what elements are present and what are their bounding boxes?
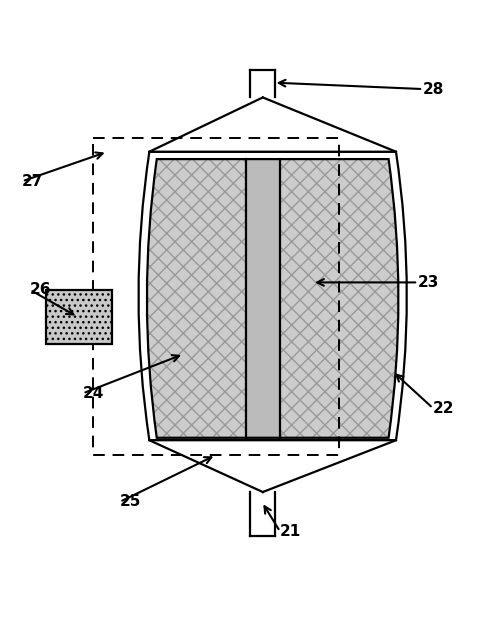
- Text: 24: 24: [83, 386, 104, 401]
- PathPatch shape: [147, 159, 246, 438]
- Text: 27: 27: [22, 174, 44, 189]
- PathPatch shape: [280, 159, 398, 438]
- Polygon shape: [46, 290, 113, 344]
- Polygon shape: [246, 159, 280, 438]
- Text: 21: 21: [280, 524, 301, 539]
- Text: 22: 22: [433, 401, 454, 416]
- Text: 23: 23: [418, 275, 439, 290]
- Text: 26: 26: [30, 282, 52, 297]
- Text: 28: 28: [423, 82, 444, 97]
- Text: 25: 25: [120, 494, 141, 509]
